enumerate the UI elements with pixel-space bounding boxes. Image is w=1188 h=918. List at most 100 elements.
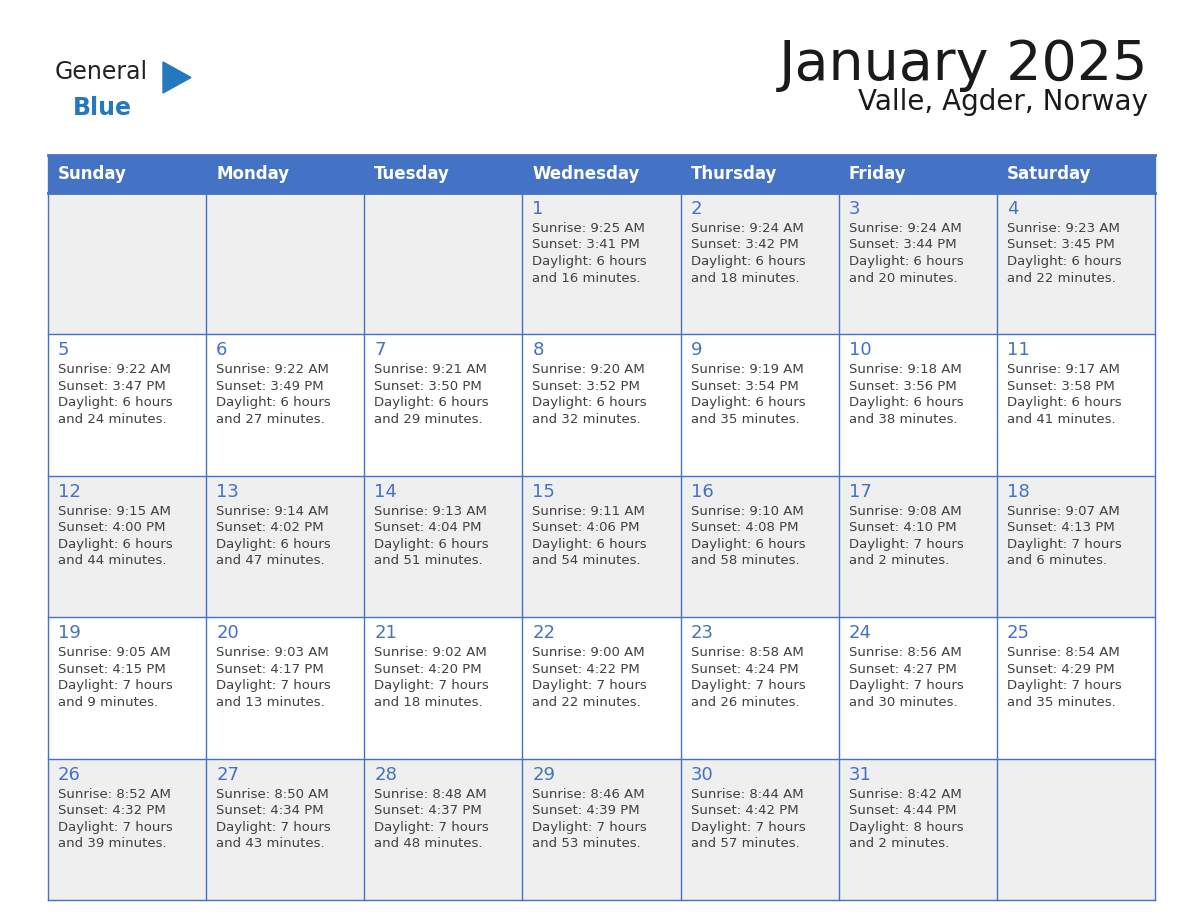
Text: 27: 27 (216, 766, 239, 784)
Text: Sunset: 4:44 PM: Sunset: 4:44 PM (848, 804, 956, 817)
Text: Sunset: 3:41 PM: Sunset: 3:41 PM (532, 239, 640, 252)
Text: Sunrise: 9:15 AM: Sunrise: 9:15 AM (58, 505, 171, 518)
Text: Sunrise: 9:05 AM: Sunrise: 9:05 AM (58, 646, 171, 659)
Text: Wednesday: Wednesday (532, 165, 640, 183)
Text: 21: 21 (374, 624, 397, 643)
Text: Daylight: 7 hours: Daylight: 7 hours (848, 538, 963, 551)
Text: Sunset: 3:54 PM: Sunset: 3:54 PM (690, 380, 798, 393)
Text: Sunrise: 9:11 AM: Sunrise: 9:11 AM (532, 505, 645, 518)
Bar (48, 476, 1155, 617)
Bar (48, 155, 1155, 193)
Text: and 35 minutes.: and 35 minutes. (690, 413, 800, 426)
Text: Daylight: 6 hours: Daylight: 6 hours (374, 538, 489, 551)
Text: Sunrise: 8:58 AM: Sunrise: 8:58 AM (690, 646, 803, 659)
Text: 17: 17 (848, 483, 872, 501)
Text: and 43 minutes.: and 43 minutes. (216, 837, 324, 850)
Text: and 16 minutes.: and 16 minutes. (532, 272, 642, 285)
Text: Sunset: 3:44 PM: Sunset: 3:44 PM (848, 239, 956, 252)
Text: Sunrise: 9:14 AM: Sunrise: 9:14 AM (216, 505, 329, 518)
Text: 11: 11 (1007, 341, 1030, 360)
Polygon shape (163, 62, 191, 93)
Text: Sunset: 4:20 PM: Sunset: 4:20 PM (374, 663, 482, 676)
Text: Sunset: 3:49 PM: Sunset: 3:49 PM (216, 380, 324, 393)
Text: Daylight: 7 hours: Daylight: 7 hours (216, 821, 331, 834)
Text: Sunrise: 8:50 AM: Sunrise: 8:50 AM (216, 788, 329, 800)
Text: 7: 7 (374, 341, 386, 360)
Text: and 58 minutes.: and 58 minutes. (690, 554, 800, 567)
Text: and 29 minutes.: and 29 minutes. (374, 413, 482, 426)
Text: 20: 20 (216, 624, 239, 643)
Text: Daylight: 7 hours: Daylight: 7 hours (1007, 679, 1121, 692)
Text: Sunrise: 9:18 AM: Sunrise: 9:18 AM (848, 364, 961, 376)
Text: Daylight: 7 hours: Daylight: 7 hours (532, 821, 647, 834)
Text: 1: 1 (532, 200, 544, 218)
Text: Sunset: 3:58 PM: Sunset: 3:58 PM (1007, 380, 1114, 393)
Bar (48, 617, 1155, 758)
Text: 14: 14 (374, 483, 397, 501)
Text: General: General (55, 60, 148, 84)
Text: Sunset: 4:27 PM: Sunset: 4:27 PM (848, 663, 956, 676)
Text: 19: 19 (58, 624, 81, 643)
Text: Sunrise: 9:20 AM: Sunrise: 9:20 AM (532, 364, 645, 376)
Text: Sunrise: 9:08 AM: Sunrise: 9:08 AM (848, 505, 961, 518)
Text: Sunset: 4:17 PM: Sunset: 4:17 PM (216, 663, 324, 676)
Text: and 20 minutes.: and 20 minutes. (848, 272, 958, 285)
Text: and 18 minutes.: and 18 minutes. (374, 696, 482, 709)
Text: Daylight: 7 hours: Daylight: 7 hours (848, 679, 963, 692)
Text: Sunset: 3:45 PM: Sunset: 3:45 PM (1007, 239, 1114, 252)
Text: and 38 minutes.: and 38 minutes. (848, 413, 958, 426)
Text: Daylight: 6 hours: Daylight: 6 hours (216, 397, 330, 409)
Text: Sunrise: 9:24 AM: Sunrise: 9:24 AM (848, 222, 961, 235)
Text: Daylight: 7 hours: Daylight: 7 hours (58, 821, 172, 834)
Text: 29: 29 (532, 766, 556, 784)
Text: and 41 minutes.: and 41 minutes. (1007, 413, 1116, 426)
Text: Sunset: 4:02 PM: Sunset: 4:02 PM (216, 521, 324, 534)
Text: 26: 26 (58, 766, 81, 784)
Text: Daylight: 6 hours: Daylight: 6 hours (690, 255, 805, 268)
Text: Daylight: 6 hours: Daylight: 6 hours (58, 538, 172, 551)
Text: Daylight: 7 hours: Daylight: 7 hours (1007, 538, 1121, 551)
Text: and 22 minutes.: and 22 minutes. (1007, 272, 1116, 285)
Text: Sunrise: 9:22 AM: Sunrise: 9:22 AM (216, 364, 329, 376)
Text: Sunrise: 9:17 AM: Sunrise: 9:17 AM (1007, 364, 1120, 376)
Text: and 32 minutes.: and 32 minutes. (532, 413, 642, 426)
Bar (48, 334, 1155, 476)
Text: Daylight: 7 hours: Daylight: 7 hours (374, 821, 489, 834)
Text: Sunrise: 9:22 AM: Sunrise: 9:22 AM (58, 364, 171, 376)
Text: Daylight: 6 hours: Daylight: 6 hours (848, 397, 963, 409)
Text: 30: 30 (690, 766, 713, 784)
Text: and 22 minutes.: and 22 minutes. (532, 696, 642, 709)
Text: Sunrise: 9:13 AM: Sunrise: 9:13 AM (374, 505, 487, 518)
Text: Sunset: 4:37 PM: Sunset: 4:37 PM (374, 804, 482, 817)
Text: Daylight: 6 hours: Daylight: 6 hours (1007, 255, 1121, 268)
Text: Daylight: 7 hours: Daylight: 7 hours (374, 679, 489, 692)
Text: Sunset: 4:24 PM: Sunset: 4:24 PM (690, 663, 798, 676)
Text: and 54 minutes.: and 54 minutes. (532, 554, 642, 567)
Text: and 47 minutes.: and 47 minutes. (216, 554, 324, 567)
Text: Sunrise: 8:54 AM: Sunrise: 8:54 AM (1007, 646, 1119, 659)
Text: Daylight: 6 hours: Daylight: 6 hours (374, 397, 489, 409)
Text: and 2 minutes.: and 2 minutes. (848, 837, 949, 850)
Text: 6: 6 (216, 341, 228, 360)
Text: and 30 minutes.: and 30 minutes. (848, 696, 958, 709)
Text: Sunrise: 9:23 AM: Sunrise: 9:23 AM (1007, 222, 1120, 235)
Text: and 27 minutes.: and 27 minutes. (216, 413, 324, 426)
Text: Daylight: 7 hours: Daylight: 7 hours (216, 679, 331, 692)
Text: 25: 25 (1007, 624, 1030, 643)
Text: Sunrise: 9:07 AM: Sunrise: 9:07 AM (1007, 505, 1119, 518)
Text: 2: 2 (690, 200, 702, 218)
Text: Tuesday: Tuesday (374, 165, 450, 183)
Text: Sunrise: 9:10 AM: Sunrise: 9:10 AM (690, 505, 803, 518)
Text: 12: 12 (58, 483, 81, 501)
Text: Sunrise: 8:46 AM: Sunrise: 8:46 AM (532, 788, 645, 800)
Text: and 9 minutes.: and 9 minutes. (58, 696, 158, 709)
Text: 24: 24 (848, 624, 872, 643)
Text: and 57 minutes.: and 57 minutes. (690, 837, 800, 850)
Text: Daylight: 6 hours: Daylight: 6 hours (848, 255, 963, 268)
Text: Daylight: 6 hours: Daylight: 6 hours (532, 538, 647, 551)
Text: Daylight: 7 hours: Daylight: 7 hours (532, 679, 647, 692)
Text: 3: 3 (848, 200, 860, 218)
Text: Sunset: 3:50 PM: Sunset: 3:50 PM (374, 380, 482, 393)
Text: Sunrise: 8:44 AM: Sunrise: 8:44 AM (690, 788, 803, 800)
Text: Daylight: 8 hours: Daylight: 8 hours (848, 821, 963, 834)
